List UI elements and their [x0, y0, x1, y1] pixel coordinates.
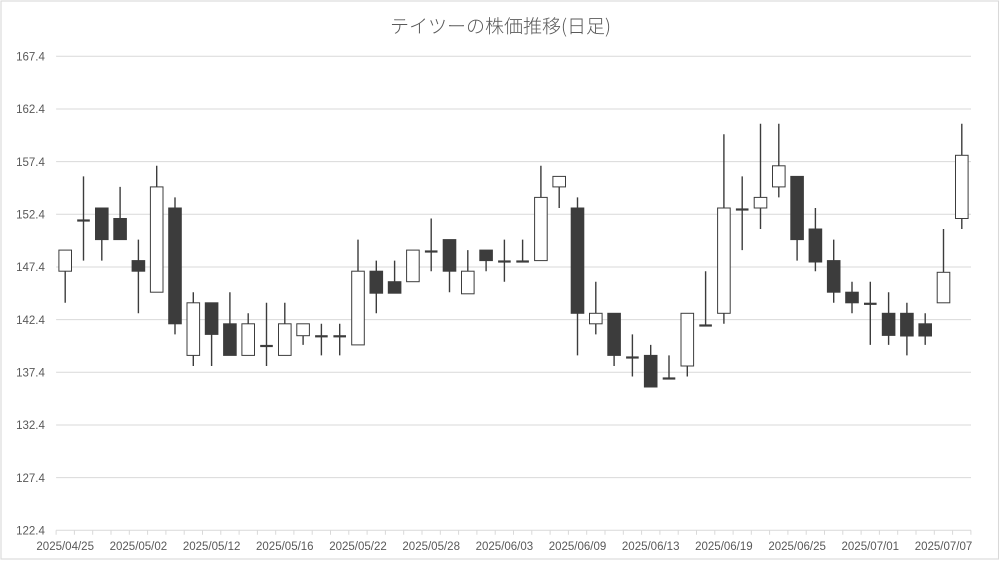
svg-text:157.4: 157.4 — [16, 157, 45, 169]
svg-text:142.4: 142.4 — [16, 315, 45, 327]
svg-text:167.4: 167.4 — [16, 52, 45, 64]
svg-text:2025/05/12: 2025/05/12 — [183, 541, 241, 553]
svg-text:2025/07/01: 2025/07/01 — [842, 541, 900, 553]
svg-text:127.4: 127.4 — [16, 473, 45, 485]
svg-text:2025/05/22: 2025/05/22 — [329, 541, 387, 553]
svg-text:2025/06/13: 2025/06/13 — [622, 541, 680, 553]
svg-text:2025/05/28: 2025/05/28 — [402, 541, 460, 553]
svg-text:2025/06/09: 2025/06/09 — [549, 541, 607, 553]
svg-text:152.4: 152.4 — [16, 210, 45, 222]
svg-text:122.4: 122.4 — [16, 526, 45, 538]
svg-text:2025/07/07: 2025/07/07 — [915, 541, 973, 553]
svg-text:147.4: 147.4 — [16, 262, 45, 274]
svg-text:2025/04/25: 2025/04/25 — [36, 541, 94, 553]
svg-text:2025/06/19: 2025/06/19 — [695, 541, 753, 553]
svg-text:132.4: 132.4 — [16, 420, 45, 432]
svg-text:162.4: 162.4 — [16, 104, 45, 116]
svg-text:2025/05/16: 2025/05/16 — [256, 541, 314, 553]
svg-text:2025/06/25: 2025/06/25 — [768, 541, 826, 553]
svg-text:137.4: 137.4 — [16, 368, 45, 380]
svg-text:2025/05/02: 2025/05/02 — [110, 541, 168, 553]
svg-text:2025/06/03: 2025/06/03 — [476, 541, 534, 553]
